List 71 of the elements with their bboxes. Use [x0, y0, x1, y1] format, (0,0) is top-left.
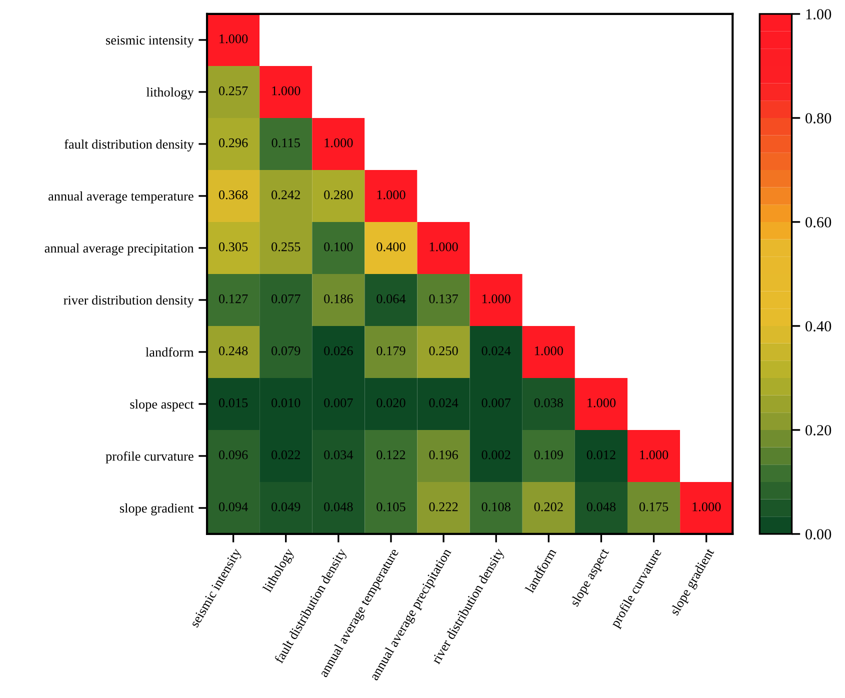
y-tick-label: lithology	[146, 87, 194, 100]
color-bar-label: 0.20	[806, 425, 832, 436]
data-label: 0.400	[376, 242, 406, 252]
color-bar-label: 1.00	[806, 9, 832, 20]
data-label: 0.257	[218, 86, 248, 96]
data-label: 0.015	[218, 398, 248, 408]
color-bar-label: 0.60	[806, 217, 832, 228]
data-label: 0.280	[324, 190, 353, 200]
y-tick-label: slope aspect	[130, 399, 194, 412]
data-label: 0.020	[376, 398, 406, 408]
data-label: 0.007	[324, 398, 353, 408]
data-label: 0.079	[272, 346, 300, 356]
data-label: 0.026	[324, 346, 353, 356]
data-label: 1.000	[640, 450, 668, 460]
data-label: 0.296	[218, 138, 248, 148]
y-tick-label: seismic intensity	[106, 36, 194, 48]
data-label: 0.109	[534, 450, 563, 460]
data-label: 1.000	[692, 502, 721, 512]
data-label: 0.007	[482, 398, 511, 408]
data-label: 0.368	[218, 190, 248, 200]
data-label: 0.010	[272, 398, 300, 408]
data-label: 0.100	[324, 242, 353, 252]
data-label: 0.127	[218, 294, 248, 304]
y-tick-label: slope gradient	[120, 503, 194, 516]
y-tick-label: fault distribution density	[64, 139, 194, 152]
y-tick-label: river distribution density	[64, 295, 194, 308]
data-label: 0.048	[586, 502, 616, 512]
data-label: 1.000	[534, 346, 563, 356]
data-label: 1.000	[482, 294, 510, 304]
data-label: 0.034	[324, 450, 354, 460]
data-label: 0.048	[324, 502, 353, 512]
data-label: 0.064	[376, 294, 406, 304]
data-label: 0.137	[429, 294, 458, 304]
data-label: 1.000	[588, 398, 616, 408]
data-label: 0.002	[482, 450, 510, 460]
data-label: 0.250	[429, 346, 458, 356]
data-label: 0.096	[218, 450, 248, 460]
color-bar-label: 0.00	[806, 529, 832, 540]
y-tick-label: landform	[146, 347, 194, 357]
data-label: 0.094	[218, 502, 248, 512]
data-label: 0.248	[218, 346, 248, 356]
data-label: 0.202	[534, 502, 563, 512]
data-label: 0.175	[639, 502, 668, 512]
data-label: 0.024	[429, 398, 458, 408]
data-label: 1.000	[377, 190, 406, 200]
data-label: 0.038	[534, 398, 563, 408]
data-label: 0.022	[272, 450, 300, 460]
data-label: 1.000	[220, 34, 248, 44]
data-label: 0.012	[586, 450, 616, 460]
color-bar-label: 0.80	[806, 113, 832, 124]
data-label: 0.186	[324, 294, 353, 304]
data-label: 0.105	[376, 502, 406, 512]
data-label: 0.108	[482, 502, 510, 512]
data-label: 1.000	[430, 242, 458, 252]
data-label: 0.196	[429, 450, 458, 460]
data-label: 0.179	[376, 346, 406, 356]
data-label: 0.122	[376, 450, 406, 460]
color-bar-label: 0.40	[806, 321, 832, 332]
y-tick-label: annual average precipitation	[44, 243, 194, 256]
data-label: 0.255	[272, 242, 300, 252]
y-tick-label: annual average temperature	[48, 191, 194, 204]
data-label: 0.115	[272, 138, 300, 148]
data-label: 0.305	[218, 242, 248, 252]
data-label: 1.000	[324, 138, 353, 148]
data-label: 0.024	[482, 346, 511, 356]
data-label: 0.049	[272, 502, 300, 512]
data-label: 0.242	[272, 190, 300, 200]
data-label: 0.222	[429, 502, 458, 512]
y-tick-label: profile curvature	[106, 451, 194, 464]
data-label: 0.077	[272, 294, 300, 304]
data-label: 1.000	[272, 86, 300, 96]
